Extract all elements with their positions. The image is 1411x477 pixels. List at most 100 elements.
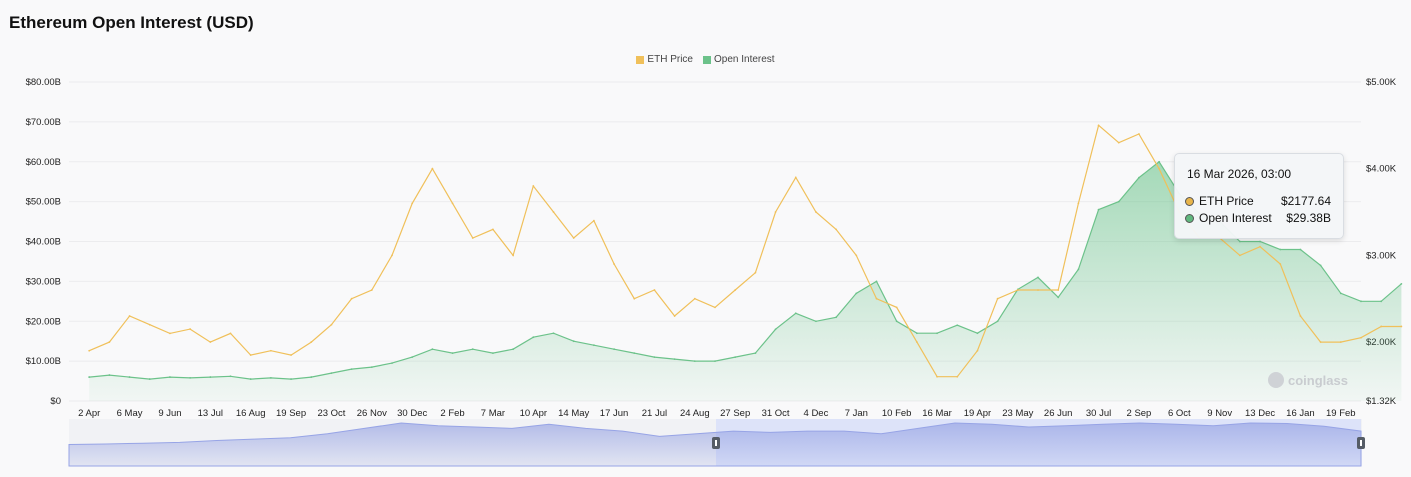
x-axis-tick-label: 19 Feb [1326, 408, 1356, 419]
eth-price-point [996, 297, 999, 300]
left-axis-tick-label: $40.00B [26, 237, 61, 248]
open-interest-point [370, 366, 373, 369]
eth-price-point [431, 167, 434, 170]
right-axis-tick-label: $5.00K [1366, 77, 1397, 88]
eth-price-point [128, 315, 131, 317]
open-interest-point [532, 336, 535, 339]
open-interest-point [451, 352, 454, 355]
eth-price-point [471, 237, 474, 239]
open-interest-point [734, 356, 737, 359]
x-axis-tick-label: 6 Oct [1168, 408, 1191, 419]
open-interest-point [350, 368, 353, 370]
x-axis-tick-label: 19 Apr [964, 408, 991, 419]
open-interest-point [249, 378, 252, 380]
open-interest-point [148, 378, 151, 380]
eth-price-point [673, 315, 676, 317]
eth-price-point [1016, 289, 1019, 291]
tooltip-label-eth-price: ETH Price [1199, 194, 1254, 208]
open-interest-point [431, 348, 434, 351]
eth-price-point [1037, 289, 1039, 291]
eth-price-point [976, 349, 979, 352]
open-interest-point [229, 375, 232, 378]
x-axis-tick-label: 14 May [558, 408, 589, 419]
x-axis-tick-label: 16 Jan [1286, 408, 1315, 419]
legend-label-open-interest: Open Interest [713, 54, 775, 65]
eth-price-point [209, 341, 212, 343]
open-interest-point [895, 320, 898, 323]
left-axis-tick-label: $70.00B [26, 117, 61, 128]
eth-price-point [249, 354, 252, 356]
open-interest-point [754, 352, 757, 355]
open-interest-point [956, 324, 959, 327]
x-axis-tick-label: 7 Mar [481, 408, 505, 419]
eth-price-point [350, 297, 353, 300]
eth-price-point [633, 297, 636, 300]
open-interest-point [714, 360, 716, 363]
x-axis-tick-label: 9 Nov [1207, 408, 1232, 419]
eth-price-point [1299, 315, 1302, 317]
navigator-left-handle[interactable] [712, 437, 720, 449]
tooltip-value-eth-price: $2177.64 [1280, 194, 1331, 208]
eth-price-point [815, 211, 817, 213]
eth-price-point [411, 202, 414, 205]
open-interest-point [1238, 240, 1241, 243]
open-interest-point [794, 312, 797, 315]
eth-price-point [189, 328, 192, 330]
open-interest-point [592, 344, 595, 347]
open-interest-point [108, 374, 111, 376]
legend-label-eth-price: ETH Price [647, 54, 693, 65]
tooltip-label-open-interest: Open Interest [1199, 211, 1272, 225]
eth-price-point [1339, 341, 1342, 343]
eth-price-point [1279, 263, 1282, 265]
eth-price-point [613, 263, 615, 265]
left-axis-tick-label: $50.00B [26, 197, 61, 208]
open-interest-point [613, 348, 615, 351]
eth-price-point [1097, 124, 1100, 127]
x-axis-ticks: 2 Apr 6 May 9 Jun 13 Jul 16 Aug 19 Sep 23 Oct 2… [78, 408, 1356, 419]
open-interest-point [915, 332, 918, 335]
legend-item-open-interest[interactable]: Open Interest [702, 54, 775, 65]
tooltip-row-eth-price: ETH Price $2177.64 [1185, 194, 1331, 208]
tooltip-title: 16 Mar 2026, 03:00 [1187, 167, 1292, 181]
tooltip: 16 Mar 2026, 03:00 ETH Price $2177.64 Op… [1174, 153, 1344, 239]
open-interest-point [1158, 160, 1161, 163]
open-interest-point [1279, 248, 1282, 251]
eth-price-point [875, 297, 878, 300]
x-axis-tick-label: 7 Jan [845, 408, 868, 419]
watermark: coinglass [1268, 372, 1348, 388]
x-axis-tick-label: 26 Nov [357, 408, 387, 419]
x-axis-tick-label: 16 Aug [236, 408, 266, 419]
tooltip-row-open-interest: Open Interest $29.38B [1185, 211, 1331, 225]
eth-price-point [1138, 133, 1140, 135]
open-interest-point [471, 348, 474, 351]
x-axis-tick-label: 24 Aug [680, 408, 710, 419]
open-interest-point [209, 376, 212, 378]
legend-swatch-open-interest [702, 55, 711, 64]
x-axis-tick-label: 2 Feb [440, 408, 464, 419]
eth-price-point [754, 271, 757, 274]
open-interest-point [269, 376, 272, 379]
x-axis-tick-label: 6 May [117, 408, 143, 419]
open-interest-point [169, 376, 171, 378]
right-axis-tick-label: $4.00K [1366, 164, 1397, 175]
x-axis-tick-label: 21 Jul [642, 408, 667, 419]
eth-price-point [169, 332, 171, 335]
legend-item-eth-price[interactable]: ETH Price [636, 54, 693, 65]
x-axis-tick-label: 23 May [1002, 408, 1033, 419]
open-interest-point [1117, 200, 1120, 203]
open-interest-point [330, 372, 333, 374]
open-interest-point [1319, 264, 1322, 267]
eth-price-point [956, 375, 959, 378]
eth-price-point [492, 228, 494, 231]
x-axis-tick-label: 4 Dec [804, 408, 829, 419]
x-axis-tick-label: 27 Sep [720, 408, 750, 419]
open-interest-point [572, 340, 575, 343]
x-axis-tick-label: 13 Dec [1245, 408, 1275, 419]
x-axis-tick-label: 19 Sep [276, 408, 306, 419]
eth-price-point [1319, 341, 1322, 343]
eth-price-dot-icon [1185, 196, 1194, 206]
eth-price-point [1238, 254, 1241, 257]
open-interest-point [1097, 208, 1100, 211]
navigator-right-handle[interactable] [1357, 437, 1365, 449]
left-axis-tick-label: $30.00B [26, 276, 61, 287]
